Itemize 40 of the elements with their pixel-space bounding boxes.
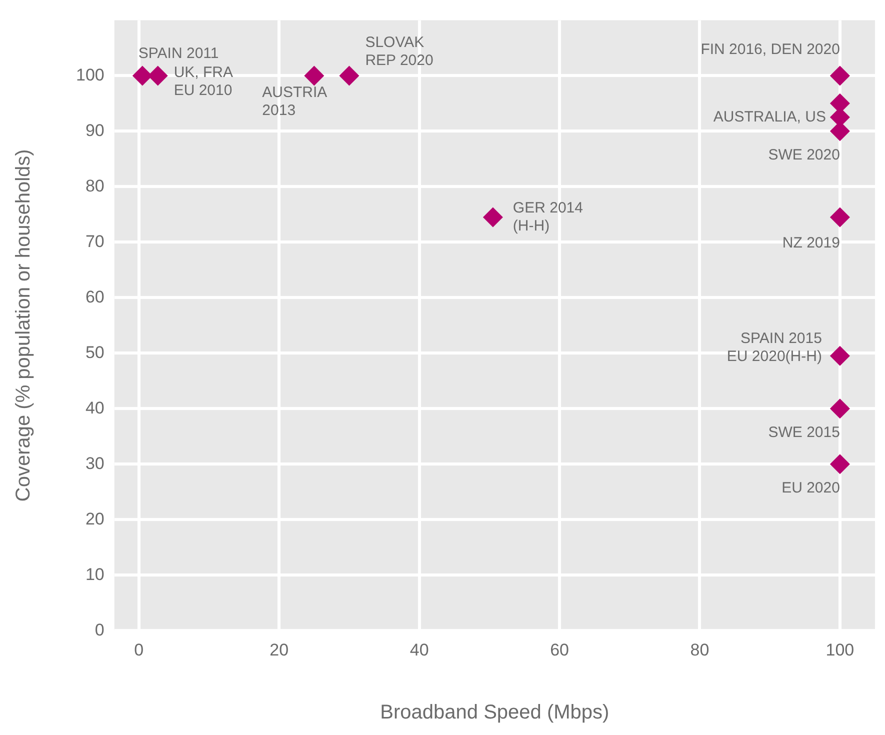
annotation: SPAIN 2011: [138, 44, 219, 62]
y-tick-label: 50: [85, 342, 104, 362]
y-tick-label: 0: [94, 620, 104, 640]
point: [830, 346, 850, 366]
point: [830, 398, 850, 419]
point: [339, 66, 360, 86]
annotation: SPAIN 2015 EU 2020(H-H): [726, 330, 822, 366]
y-tick-label: 100: [76, 65, 104, 84]
annotation: FIN 2016, DEN 2020: [700, 40, 840, 58]
y-tick-label: 90: [85, 120, 104, 140]
point: [482, 207, 503, 228]
annotation: AUSTRALIA, US: [713, 108, 826, 126]
x-tick-label: 100: [826, 640, 854, 660]
annotation: GER 2014 (H-H): [512, 199, 583, 234]
annotation: SWE 2015: [768, 424, 840, 441]
x-tick-label: 80: [690, 640, 710, 660]
point: [304, 66, 324, 86]
x-tick-label: 20: [270, 640, 289, 660]
point: [830, 66, 850, 86]
y-tick-label: 10: [85, 564, 104, 584]
x-axis-title: Broadband Speed (Mbps): [380, 702, 610, 724]
y-tick-label: 60: [85, 287, 104, 306]
annotation: EU 2020: [782, 479, 840, 496]
x-tick-label: 40: [410, 640, 429, 660]
annotation: SLOVAK REP 2020: [365, 34, 434, 69]
annotation: SWE 2020: [768, 146, 840, 164]
y-tick-label: 70: [85, 232, 104, 251]
x-tick-label: 60: [550, 640, 569, 660]
y-tick-label: 20: [85, 509, 104, 528]
point: [830, 207, 850, 228]
point: [830, 454, 850, 474]
annotation: UK, FRA EU 2010: [174, 64, 234, 99]
annotation: AUSTRIA 2013: [262, 84, 328, 119]
x-tick-label: 0: [134, 640, 144, 660]
point: [132, 66, 152, 86]
y-tick-label: 30: [85, 454, 104, 473]
y-axis-title: Coverage (% population or households): [12, 149, 35, 502]
annotation: NZ 2019: [782, 234, 840, 252]
y-tick-label: 40: [85, 398, 104, 418]
y-tick-label: 80: [85, 176, 104, 196]
